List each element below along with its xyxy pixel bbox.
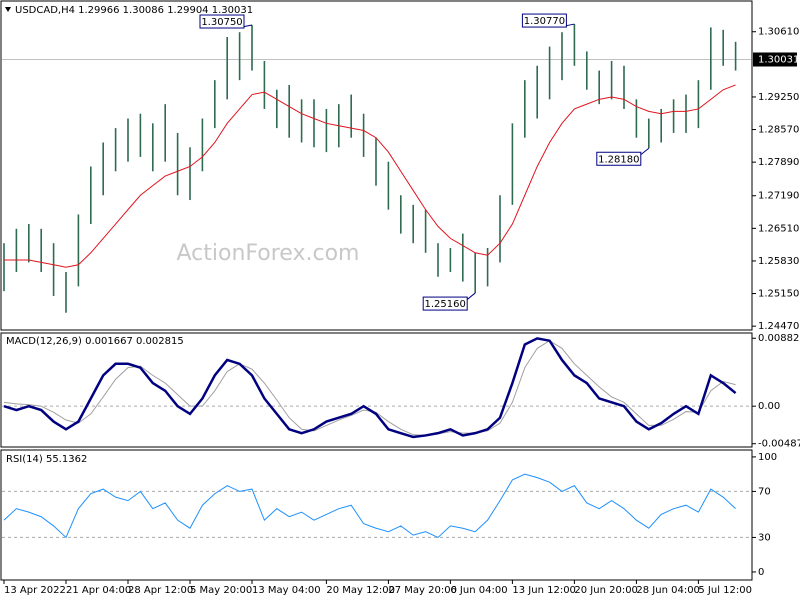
- y-tick-label: -0.004872: [758, 439, 800, 450]
- x-tick-label: 13 Apr 2022: [4, 585, 66, 596]
- x-tick-label: 20 May 12:00: [326, 585, 395, 596]
- macd-panel: [0, 332, 753, 448]
- y-tick-label: 0.00: [758, 401, 780, 412]
- y-tick-label: 1.27190: [758, 191, 799, 202]
- y-tick-label: 1.25830: [758, 256, 799, 267]
- y-tick-label: 1.25150: [758, 289, 799, 300]
- annotation-label: 1.28180: [598, 154, 639, 165]
- x-tick-label: 6 Jun 04:00: [450, 585, 507, 596]
- y-tick-label: 0.00882: [758, 333, 799, 344]
- y-tick-label: 1.27890: [758, 157, 799, 168]
- indicator-line: [3, 337, 737, 439]
- y-tick-label: 1.29250: [758, 92, 799, 103]
- y-tick-label: 30: [758, 532, 771, 543]
- x-tick-label: 5 May 20:00: [190, 585, 252, 596]
- last-price-label: 1.30031: [758, 54, 799, 65]
- y-tick-label: 1.26510: [758, 223, 799, 234]
- y-tick-label: 0: [758, 567, 764, 578]
- indicator-line: [3, 473, 736, 539]
- last-price-box: [753, 52, 797, 67]
- x-tick-label: 20 Jun 20:00: [574, 585, 638, 596]
- y-tick-label: 100: [758, 452, 777, 463]
- rsi-panel: [0, 449, 753, 581]
- x-tick-label: 27 May 20:00: [388, 585, 457, 596]
- annotation-box: [521, 13, 567, 28]
- x-tick-label: 13 May 04:00: [252, 585, 321, 596]
- moving-average: [4, 84, 736, 268]
- y-tick-label: 1.24470: [758, 321, 799, 332]
- annotation-box: [596, 151, 642, 166]
- x-tick-label: 5 Jul 12:00: [698, 585, 752, 596]
- x-tick-label: 28 Jun 04:00: [636, 585, 700, 596]
- rsi-title: RSI(14) 55.1362: [6, 454, 87, 465]
- x-tick-label: 21 Apr 04:00: [66, 585, 131, 596]
- annotation-label: 1.25160: [425, 299, 466, 310]
- symbol-menu-icon[interactable]: [5, 7, 11, 12]
- annotation-label: 1.30750: [201, 17, 242, 28]
- y-tick-label: 1.30610: [758, 27, 799, 38]
- price-panel: [0, 0, 753, 331]
- y-tick-label: 70: [758, 486, 771, 497]
- watermark: ActionForex.com: [177, 241, 360, 266]
- x-tick-label: 28 Apr 12:00: [128, 585, 193, 596]
- annotation-box: [199, 14, 245, 29]
- macd-title: MACD(12,26,9) 0.001667 0.002815: [6, 336, 184, 347]
- indicator-line: [3, 340, 736, 436]
- y-tick-label: 1.28570: [758, 125, 799, 136]
- chart-title: USDCAD,H4 1.29966 1.30086 1.29904 1.3003…: [15, 5, 253, 16]
- annotation-label: 1.30770: [524, 16, 565, 27]
- annotation-box: [422, 296, 468, 311]
- x-tick-label: 13 Jun 12:00: [512, 585, 576, 596]
